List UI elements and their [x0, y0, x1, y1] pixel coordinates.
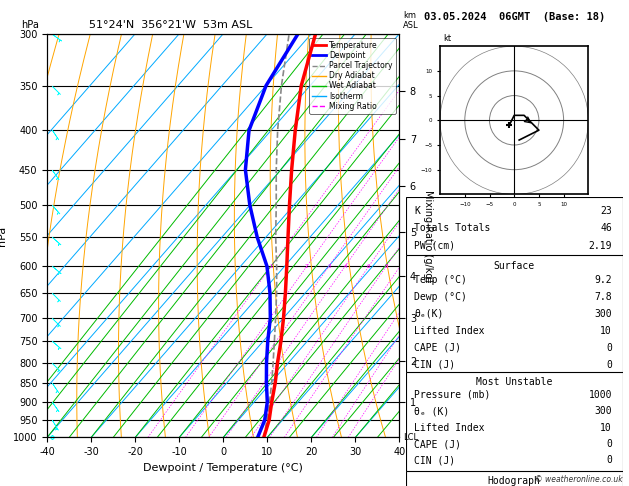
Y-axis label: Mixing Ratio (g/kg): Mixing Ratio (g/kg) [423, 190, 433, 282]
Text: Lifted Index: Lifted Index [415, 326, 485, 336]
Text: Hodograph: Hodograph [487, 476, 541, 486]
Text: Most Unstable: Most Unstable [476, 377, 552, 387]
Text: hPa: hPa [21, 20, 38, 30]
Text: Temp (°C): Temp (°C) [415, 275, 467, 285]
Text: 23: 23 [600, 206, 612, 216]
Text: kt: kt [443, 34, 451, 43]
Text: CAPE (J): CAPE (J) [415, 439, 462, 449]
Text: CIN (J): CIN (J) [415, 360, 455, 369]
Text: 300: 300 [594, 406, 612, 416]
Text: 2: 2 [305, 264, 309, 269]
Text: 51°24'N  356°21'W  53m ASL: 51°24'N 356°21'W 53m ASL [89, 20, 253, 30]
Text: 46: 46 [600, 223, 612, 233]
Text: 300: 300 [594, 309, 612, 319]
Text: Pressure (mb): Pressure (mb) [415, 390, 491, 399]
Text: Totals Totals: Totals Totals [415, 223, 491, 233]
Text: PW (cm): PW (cm) [415, 241, 455, 251]
Text: km
ASL: km ASL [403, 11, 418, 30]
Text: 3: 3 [327, 264, 331, 269]
Text: Dewp (°C): Dewp (°C) [415, 292, 467, 302]
Text: CAPE (J): CAPE (J) [415, 343, 462, 353]
Text: LCL: LCL [403, 433, 418, 442]
Text: 2.19: 2.19 [588, 241, 612, 251]
Text: 9.2: 9.2 [594, 275, 612, 285]
Text: 10: 10 [600, 423, 612, 433]
Text: θₑ (K): θₑ (K) [415, 406, 450, 416]
Text: 0: 0 [606, 360, 612, 369]
Text: 10: 10 [600, 326, 612, 336]
Text: 8: 8 [384, 264, 388, 269]
Text: 1: 1 [269, 264, 273, 269]
Legend: Temperature, Dewpoint, Parcel Trajectory, Dry Adiabat, Wet Adiabat, Isotherm, Mi: Temperature, Dewpoint, Parcel Trajectory… [309, 38, 396, 114]
Text: © weatheronline.co.uk: © weatheronline.co.uk [535, 474, 623, 484]
Text: θₑ(K): θₑ(K) [415, 309, 444, 319]
Text: 7.8: 7.8 [594, 292, 612, 302]
Text: 0: 0 [606, 439, 612, 449]
Text: Lifted Index: Lifted Index [415, 423, 485, 433]
Text: 0: 0 [606, 343, 612, 353]
Text: 4: 4 [343, 264, 347, 269]
X-axis label: Dewpoint / Temperature (°C): Dewpoint / Temperature (°C) [143, 463, 303, 473]
Text: 03.05.2024  06GMT  (Base: 18): 03.05.2024 06GMT (Base: 18) [423, 12, 605, 22]
Text: 1000: 1000 [588, 390, 612, 399]
Text: 6: 6 [367, 264, 370, 269]
Text: Surface: Surface [494, 261, 535, 271]
Y-axis label: hPa: hPa [0, 226, 8, 246]
Text: CIN (J): CIN (J) [415, 455, 455, 466]
Text: 0: 0 [606, 455, 612, 466]
Text: K: K [415, 206, 420, 216]
